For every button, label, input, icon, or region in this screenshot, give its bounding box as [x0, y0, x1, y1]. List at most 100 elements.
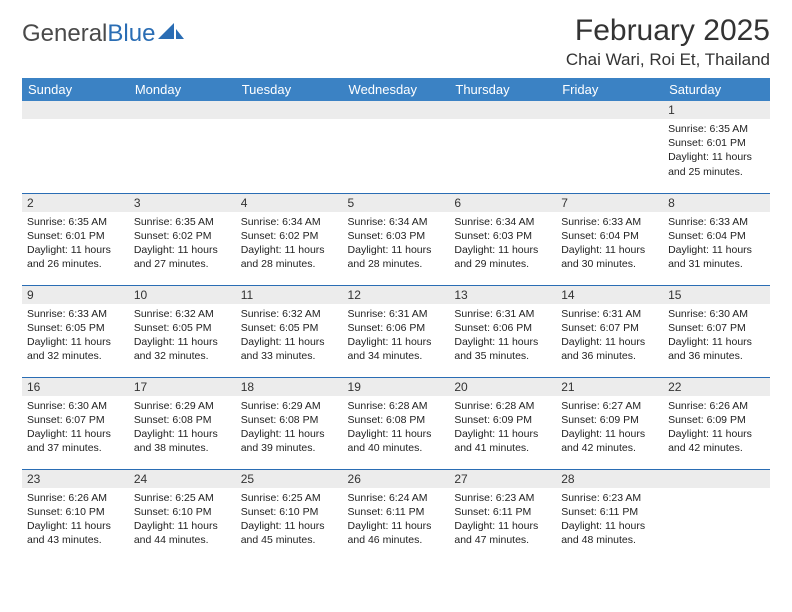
day-details: Sunrise: 6:34 AMSunset: 6:03 PMDaylight:… — [449, 212, 556, 276]
day-number: 28 — [556, 470, 663, 488]
day-details: Sunrise: 6:34 AMSunset: 6:03 PMDaylight:… — [343, 212, 450, 276]
calendar-day-cell: 27Sunrise: 6:23 AMSunset: 6:11 PMDayligh… — [449, 469, 556, 561]
day-details: Sunrise: 6:35 AMSunset: 6:02 PMDaylight:… — [129, 212, 236, 276]
calendar-day-cell: 21Sunrise: 6:27 AMSunset: 6:09 PMDayligh… — [556, 377, 663, 469]
day-details: Sunrise: 6:32 AMSunset: 6:05 PMDaylight:… — [236, 304, 343, 368]
day-details: Sunrise: 6:24 AMSunset: 6:11 PMDaylight:… — [343, 488, 450, 552]
day-details: Sunrise: 6:30 AMSunset: 6:07 PMDaylight:… — [663, 304, 770, 368]
page-header: GeneralBlue February 2025 Chai Wari, Roi… — [22, 14, 770, 70]
day-details: Sunrise: 6:33 AMSunset: 6:04 PMDaylight:… — [556, 212, 663, 276]
sail-icon — [158, 20, 184, 48]
day-number: 27 — [449, 470, 556, 488]
calendar-day-cell: 24Sunrise: 6:25 AMSunset: 6:10 PMDayligh… — [129, 469, 236, 561]
day-number: 26 — [343, 470, 450, 488]
day-details: Sunrise: 6:25 AMSunset: 6:10 PMDaylight:… — [129, 488, 236, 552]
calendar-day-cell: 3Sunrise: 6:35 AMSunset: 6:02 PMDaylight… — [129, 193, 236, 285]
calendar-day-cell: 22Sunrise: 6:26 AMSunset: 6:09 PMDayligh… — [663, 377, 770, 469]
day-details: Sunrise: 6:27 AMSunset: 6:09 PMDaylight:… — [556, 396, 663, 460]
calendar-day-cell — [22, 101, 129, 193]
calendar-day-cell — [343, 101, 450, 193]
calendar-day-cell: 1Sunrise: 6:35 AMSunset: 6:01 PMDaylight… — [663, 101, 770, 193]
day-number: 17 — [129, 378, 236, 396]
day-number: 4 — [236, 194, 343, 212]
weekday-header: Sunday — [22, 78, 129, 101]
calendar-day-cell: 17Sunrise: 6:29 AMSunset: 6:08 PMDayligh… — [129, 377, 236, 469]
day-number — [343, 101, 450, 119]
calendar-day-cell: 8Sunrise: 6:33 AMSunset: 6:04 PMDaylight… — [663, 193, 770, 285]
day-number: 3 — [129, 194, 236, 212]
calendar-day-cell — [236, 101, 343, 193]
day-number: 16 — [22, 378, 129, 396]
calendar-day-cell: 9Sunrise: 6:33 AMSunset: 6:05 PMDaylight… — [22, 285, 129, 377]
day-details: Sunrise: 6:33 AMSunset: 6:05 PMDaylight:… — [22, 304, 129, 368]
day-number: 12 — [343, 286, 450, 304]
day-number: 6 — [449, 194, 556, 212]
day-details: Sunrise: 6:32 AMSunset: 6:05 PMDaylight:… — [129, 304, 236, 368]
day-number: 19 — [343, 378, 450, 396]
day-details: Sunrise: 6:28 AMSunset: 6:09 PMDaylight:… — [449, 396, 556, 460]
title-block: February 2025 Chai Wari, Roi Et, Thailan… — [566, 14, 770, 70]
day-number — [236, 101, 343, 119]
day-details: Sunrise: 6:30 AMSunset: 6:07 PMDaylight:… — [22, 396, 129, 460]
brand-part2: Blue — [107, 20, 155, 48]
day-details: Sunrise: 6:33 AMSunset: 6:04 PMDaylight:… — [663, 212, 770, 276]
day-number: 5 — [343, 194, 450, 212]
day-number — [556, 101, 663, 119]
calendar-day-cell — [449, 101, 556, 193]
day-number: 21 — [556, 378, 663, 396]
calendar-day-cell: 6Sunrise: 6:34 AMSunset: 6:03 PMDaylight… — [449, 193, 556, 285]
day-number: 13 — [449, 286, 556, 304]
calendar-week-row: 23Sunrise: 6:26 AMSunset: 6:10 PMDayligh… — [22, 469, 770, 561]
day-number: 18 — [236, 378, 343, 396]
calendar-table: SundayMondayTuesdayWednesdayThursdayFrid… — [22, 78, 770, 561]
day-details: Sunrise: 6:31 AMSunset: 6:06 PMDaylight:… — [449, 304, 556, 368]
day-number: 25 — [236, 470, 343, 488]
day-number: 9 — [22, 286, 129, 304]
day-details: Sunrise: 6:35 AMSunset: 6:01 PMDaylight:… — [663, 119, 770, 183]
calendar-week-row: 1Sunrise: 6:35 AMSunset: 6:01 PMDaylight… — [22, 101, 770, 193]
day-number: 8 — [663, 194, 770, 212]
day-details: Sunrise: 6:26 AMSunset: 6:09 PMDaylight:… — [663, 396, 770, 460]
calendar-day-cell: 2Sunrise: 6:35 AMSunset: 6:01 PMDaylight… — [22, 193, 129, 285]
day-details: Sunrise: 6:34 AMSunset: 6:02 PMDaylight:… — [236, 212, 343, 276]
calendar-day-cell: 28Sunrise: 6:23 AMSunset: 6:11 PMDayligh… — [556, 469, 663, 561]
weekday-header-row: SundayMondayTuesdayWednesdayThursdayFrid… — [22, 78, 770, 101]
day-details: Sunrise: 6:31 AMSunset: 6:06 PMDaylight:… — [343, 304, 450, 368]
day-details: Sunrise: 6:28 AMSunset: 6:08 PMDaylight:… — [343, 396, 450, 460]
calendar-day-cell: 13Sunrise: 6:31 AMSunset: 6:06 PMDayligh… — [449, 285, 556, 377]
day-number: 23 — [22, 470, 129, 488]
day-number: 10 — [129, 286, 236, 304]
location-subtitle: Chai Wari, Roi Et, Thailand — [566, 50, 770, 70]
calendar-day-cell: 15Sunrise: 6:30 AMSunset: 6:07 PMDayligh… — [663, 285, 770, 377]
calendar-day-cell — [129, 101, 236, 193]
day-details: Sunrise: 6:29 AMSunset: 6:08 PMDaylight:… — [236, 396, 343, 460]
weekday-header: Saturday — [663, 78, 770, 101]
day-number: 7 — [556, 194, 663, 212]
calendar-week-row: 2Sunrise: 6:35 AMSunset: 6:01 PMDaylight… — [22, 193, 770, 285]
day-number: 1 — [663, 101, 770, 119]
day-number: 14 — [556, 286, 663, 304]
weekday-header: Wednesday — [343, 78, 450, 101]
calendar-day-cell: 20Sunrise: 6:28 AMSunset: 6:09 PMDayligh… — [449, 377, 556, 469]
weekday-header: Monday — [129, 78, 236, 101]
brand-logo: GeneralBlue — [22, 14, 184, 48]
calendar-day-cell — [663, 469, 770, 561]
page-title: February 2025 — [566, 14, 770, 48]
calendar-week-row: 16Sunrise: 6:30 AMSunset: 6:07 PMDayligh… — [22, 377, 770, 469]
calendar-day-cell: 25Sunrise: 6:25 AMSunset: 6:10 PMDayligh… — [236, 469, 343, 561]
calendar-day-cell: 18Sunrise: 6:29 AMSunset: 6:08 PMDayligh… — [236, 377, 343, 469]
day-number: 11 — [236, 286, 343, 304]
calendar-day-cell: 23Sunrise: 6:26 AMSunset: 6:10 PMDayligh… — [22, 469, 129, 561]
brand-part1: General — [22, 20, 107, 48]
day-number — [449, 101, 556, 119]
day-details: Sunrise: 6:35 AMSunset: 6:01 PMDaylight:… — [22, 212, 129, 276]
calendar-day-cell: 19Sunrise: 6:28 AMSunset: 6:08 PMDayligh… — [343, 377, 450, 469]
calendar-day-cell — [556, 101, 663, 193]
day-number: 22 — [663, 378, 770, 396]
calendar-body: 1Sunrise: 6:35 AMSunset: 6:01 PMDaylight… — [22, 101, 770, 561]
calendar-day-cell: 12Sunrise: 6:31 AMSunset: 6:06 PMDayligh… — [343, 285, 450, 377]
day-number: 2 — [22, 194, 129, 212]
day-details: Sunrise: 6:23 AMSunset: 6:11 PMDaylight:… — [449, 488, 556, 552]
day-number: 24 — [129, 470, 236, 488]
day-details: Sunrise: 6:26 AMSunset: 6:10 PMDaylight:… — [22, 488, 129, 552]
